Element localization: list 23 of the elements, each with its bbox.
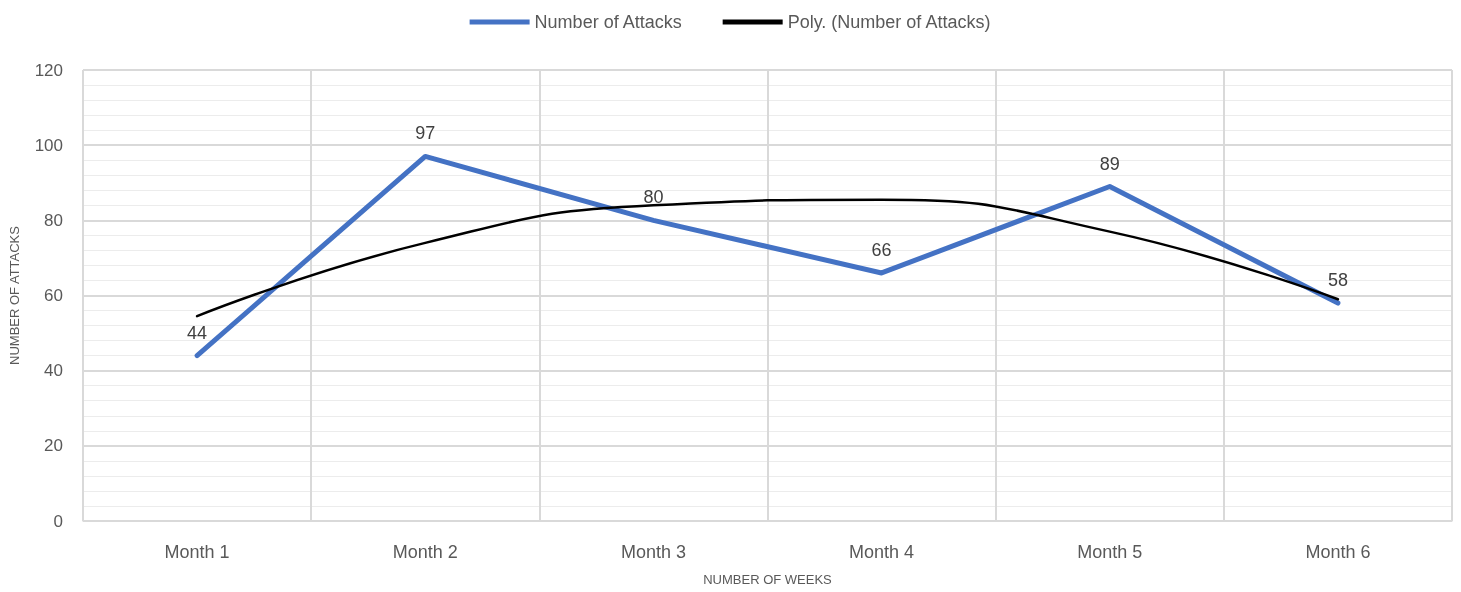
x-axis-title: NUMBER OF WEEKS: [703, 572, 833, 587]
legend-label: Poly. (Number of Attacks): [787, 12, 991, 32]
data-label: 66: [871, 239, 892, 260]
y-tick-label: 100: [34, 135, 63, 155]
legend-label: Number of Attacks: [534, 12, 682, 32]
x-tick-label: Month 5: [1077, 542, 1143, 562]
x-tick-label: Month 1: [164, 542, 230, 562]
x-tick-label: Month 6: [1305, 542, 1371, 562]
data-label: 58: [1327, 270, 1348, 291]
data-label: 89: [1099, 153, 1120, 174]
y-tick-label: 80: [44, 210, 63, 230]
x-tick-label: Month 3: [620, 542, 686, 562]
data-label: 97: [415, 123, 436, 144]
data-label: 80: [643, 187, 664, 208]
y-tick-label: 0: [53, 511, 63, 531]
x-tick-label: Month 2: [392, 542, 458, 562]
y-tick-label: 20: [44, 436, 63, 456]
y-tick-label: 40: [44, 361, 63, 381]
x-tick-label: Month 4: [849, 542, 915, 562]
data-label: 44: [187, 322, 208, 343]
y-tick-label: 60: [44, 286, 63, 305]
y-tick-label: 120: [34, 60, 63, 80]
y-axis-title: NUMBER OF ATTACKS: [7, 225, 22, 365]
